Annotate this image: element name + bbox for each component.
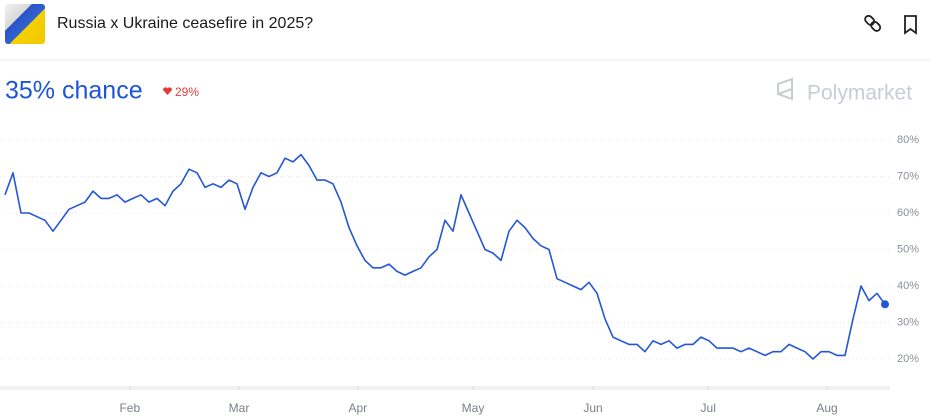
end-point [881,300,889,309]
brand-logo [777,77,793,101]
x-tick-label: Apr [348,401,367,415]
x-tick-label: Jun [583,401,602,415]
y-tick-label: 40% [897,280,919,292]
x-tick-label: Feb [119,401,140,415]
y-tick-label: 70% [897,170,919,182]
y-tick-label: 50% [897,243,919,255]
market-icon [5,4,45,44]
market-title: Russia x Ukraine ceasefire in 2025? [57,15,313,32]
change-icon [162,87,173,95]
y-tick-label: 60% [897,207,919,219]
x-tick-label: Mar [229,401,250,415]
brand: Polymarket [807,82,912,105]
x-tick-label: May [462,401,485,415]
x-axis-band [0,386,890,390]
headline: 35% chance [5,77,143,105]
y-tick-label: 80% [897,134,919,146]
x-tick-label: Aug [816,401,837,415]
x-tick-label: Jul [701,401,716,415]
y-tick-label: 30% [897,316,919,328]
change: 29% [175,85,199,99]
bookmark-icon[interactable] [904,15,917,35]
line [4,153,886,360]
link-icon[interactable] [864,14,882,32]
y-tick-label: 20% [897,353,919,365]
